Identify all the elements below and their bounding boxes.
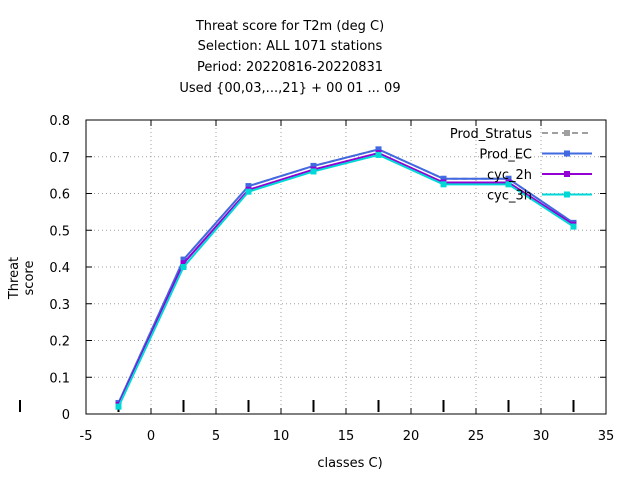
legend-label: Prod_EC — [479, 148, 532, 163]
data-point — [310, 162, 317, 169]
chart-title-line-3: Period: 20220816-20220831 — [196, 60, 384, 75]
data-point — [180, 256, 187, 263]
y-tick-label: 0.7 — [49, 151, 70, 166]
x-tick-label: 0 — [147, 429, 155, 444]
series-line-cyc-3h — [117, 153, 575, 408]
y-tick-label: 0.8 — [49, 114, 70, 129]
x-tick-label: 35 — [598, 429, 615, 444]
legend-marker — [564, 171, 570, 177]
data-point — [570, 223, 577, 230]
x-tick-label: -5 — [80, 429, 93, 444]
data-point — [505, 181, 512, 188]
data-point — [180, 260, 187, 267]
x-tick-label: 20 — [403, 429, 420, 444]
y-tick-label: 0.3 — [49, 298, 70, 313]
legend-label: cyc_3h — [487, 189, 532, 204]
data-point — [310, 168, 317, 175]
chart-title-line-1: Threat score for T2m (deg C) — [195, 19, 385, 34]
data-point — [440, 175, 447, 182]
legend-label: Prod_Stratus — [450, 127, 532, 142]
data-point — [180, 264, 187, 270]
chart-title-line-4: Used {00,03,...,21} + 00 01 ... 09 — [179, 81, 401, 96]
data-point — [375, 146, 382, 153]
x-tick-label: 25 — [468, 429, 485, 444]
y-tick-label: 0.4 — [49, 261, 70, 276]
y-tick-label: 0 — [62, 408, 70, 423]
series-line-cyc-2h — [117, 152, 575, 406]
data-point — [245, 188, 252, 195]
y-tick-label: 0.1 — [49, 371, 70, 386]
y-tick-label: 0.6 — [49, 188, 70, 203]
x-tick-label: 10 — [273, 429, 290, 444]
legend-label: cyc_2h — [487, 168, 532, 183]
data-point — [440, 181, 447, 188]
y-tick-label: 0.2 — [49, 335, 70, 350]
data-point — [505, 175, 512, 182]
y-tick-label: 0.5 — [49, 224, 70, 239]
x-tick-label: 5 — [212, 429, 220, 444]
series-line-prod-ec — [117, 148, 575, 404]
x-axis-label: classes C) — [317, 456, 383, 471]
data-point — [375, 151, 382, 158]
data-point — [115, 403, 122, 410]
data-point — [245, 183, 252, 190]
x-tick-label: 30 — [533, 429, 550, 444]
chart-title-line-2: Selection: ALL 1071 stations — [197, 39, 383, 54]
x-tick-label: 15 — [338, 429, 355, 444]
legend-marker — [564, 191, 570, 198]
legend-marker — [564, 130, 570, 136]
legend-marker — [564, 150, 570, 157]
y-axis-label: Threat score — [7, 256, 37, 300]
